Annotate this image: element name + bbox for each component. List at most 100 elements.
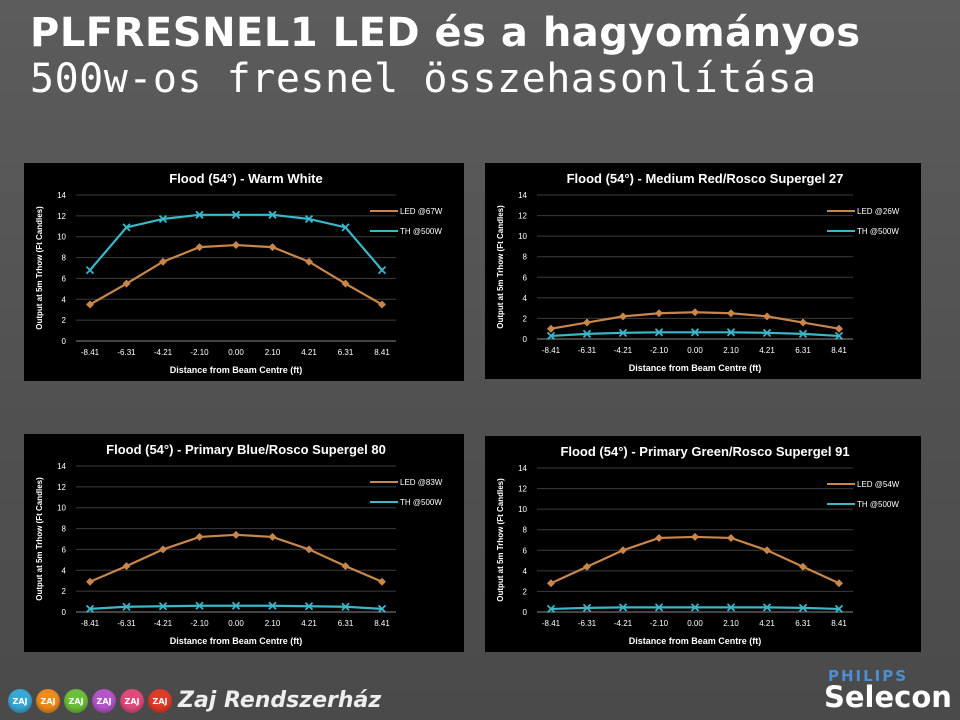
- y-tick-label: 2: [523, 314, 528, 323]
- y-tick-label: 2: [62, 587, 67, 596]
- data-point-stroke: [122, 223, 131, 232]
- data-point-stroke: [195, 210, 204, 219]
- data-point: [690, 603, 700, 612]
- y-tick-label: 12: [57, 212, 66, 221]
- data-point: [547, 324, 555, 333]
- legend-label: LED @26W: [857, 207, 900, 216]
- y-tick-label: 8: [523, 526, 528, 535]
- data-point: [341, 562, 350, 571]
- y-tick-label: 12: [57, 483, 66, 492]
- x-axis-label: Distance from Beam Centre (ft): [629, 636, 762, 646]
- y-tick-label: 4: [523, 567, 528, 576]
- data-point-stroke: [618, 328, 628, 337]
- chart-title: Flood (54°) - Primary Blue/Rosco Superge…: [106, 442, 386, 457]
- y-tick-label: 0: [62, 608, 67, 617]
- legend-label: LED @54W: [857, 480, 900, 489]
- x-tick-label: 8.41: [374, 348, 390, 357]
- chart-svg: Flood (54°) - Primary Green/Rosco Superg…: [496, 444, 900, 646]
- data-point: [727, 533, 735, 542]
- data-point-stroke: [231, 210, 241, 219]
- y-tick-label: 0: [62, 337, 67, 346]
- y-tick-label: 6: [523, 546, 528, 555]
- y-tick-label: 14: [57, 191, 66, 200]
- data-point: [798, 603, 808, 613]
- x-tick-label: 6.31: [338, 619, 354, 628]
- data-point: [690, 328, 700, 337]
- chart-title: Flood (54°) - Warm White: [169, 171, 323, 186]
- data-point: [122, 562, 131, 571]
- chart-svg: Flood (54°) - Medium Red/Rosco Supergel …: [496, 171, 900, 373]
- y-tick-label: 8: [62, 254, 67, 263]
- y-tick-label: 10: [57, 504, 66, 513]
- zaj-badge-5: ZAJ: [148, 689, 172, 713]
- slide-title-line1: PLFRESNEL1 LED és a hagyományos: [30, 10, 861, 56]
- data-point-stroke: [85, 265, 95, 275]
- data-point: [195, 532, 204, 541]
- y-tick-label: 6: [62, 545, 67, 554]
- x-tick-label: -2.10: [190, 619, 209, 628]
- x-tick-label: 8.41: [374, 619, 390, 628]
- data-point-stroke: [798, 329, 808, 338]
- data-point-stroke: [122, 602, 131, 611]
- zaj-badge-logos: ZAJ ZAJ ZAJ ZAJ ZAJ ZAJ: [8, 684, 176, 718]
- y-tick-label: 10: [57, 233, 66, 242]
- data-point-stroke: [582, 603, 592, 613]
- data-point-stroke: [834, 604, 844, 614]
- y-tick-label: 4: [62, 295, 67, 304]
- legend-label: TH @500W: [857, 500, 899, 509]
- x-tick-label: 4.21: [301, 619, 317, 628]
- y-axis-label: Output at 5m Trhow (Ft Candles): [35, 206, 44, 330]
- data-point: [619, 546, 627, 555]
- series-line: [550, 535, 840, 585]
- zaj-badge-4: ZAJ: [120, 689, 144, 713]
- x-tick-label: 2.10: [265, 619, 281, 628]
- data-point-stroke: [231, 601, 241, 610]
- x-tick-label: 4.21: [759, 346, 775, 355]
- x-tick-label: 2.10: [265, 348, 281, 357]
- data-point: [268, 601, 277, 610]
- y-tick-label: 8: [523, 253, 528, 262]
- data-point: [304, 214, 314, 224]
- data-point: [122, 223, 131, 232]
- data-point: [618, 603, 628, 612]
- data-point: [691, 532, 699, 541]
- x-tick-label: -6.31: [578, 619, 597, 628]
- y-tick-label: 12: [518, 485, 527, 494]
- data-point-stroke: [834, 331, 844, 341]
- data-point: [583, 318, 591, 327]
- data-point: [195, 243, 204, 252]
- y-axis-label: Output at 5m Trhow (Ft Candles): [496, 478, 505, 602]
- data-point: [268, 532, 277, 541]
- data-point: [232, 241, 240, 250]
- y-tick-label: 14: [57, 462, 66, 471]
- x-tick-label: -6.31: [117, 348, 136, 357]
- x-tick-label: -8.41: [81, 348, 100, 357]
- data-point: [304, 602, 314, 611]
- data-point: [85, 265, 95, 275]
- data-point: [232, 530, 240, 539]
- data-point-stroke: [654, 603, 664, 612]
- data-point: [378, 577, 386, 586]
- x-tick-label: -2.10: [650, 619, 669, 628]
- data-point: [835, 324, 843, 333]
- y-axis-label: Output at 5m Trhow (Ft Candles): [496, 205, 505, 329]
- data-point: [85, 604, 95, 614]
- x-tick-label: 6.31: [795, 346, 811, 355]
- zaj-badge-3: ZAJ: [92, 689, 116, 713]
- data-point-stroke: [341, 223, 350, 232]
- y-tick-label: 12: [518, 212, 527, 221]
- data-point-stroke: [377, 265, 387, 275]
- slide-title: PLFRESNEL1 LED és a hagyományos 500w-os …: [30, 10, 930, 102]
- x-axis-label: Distance from Beam Centre (ft): [170, 636, 303, 646]
- data-point-stroke: [762, 328, 772, 337]
- x-tick-label: 6.31: [795, 619, 811, 628]
- slide-title-line2: 500w-os fresnel összehasonlítása: [30, 56, 817, 102]
- data-point: [268, 210, 277, 219]
- x-tick-label: 4.21: [301, 348, 317, 357]
- data-point-stroke: [726, 603, 736, 612]
- data-point: [341, 602, 350, 611]
- series-line: [89, 533, 383, 583]
- x-tick-label: -8.41: [81, 619, 100, 628]
- x-axis-label: Distance from Beam Centre (ft): [629, 363, 762, 373]
- data-point: [834, 604, 844, 614]
